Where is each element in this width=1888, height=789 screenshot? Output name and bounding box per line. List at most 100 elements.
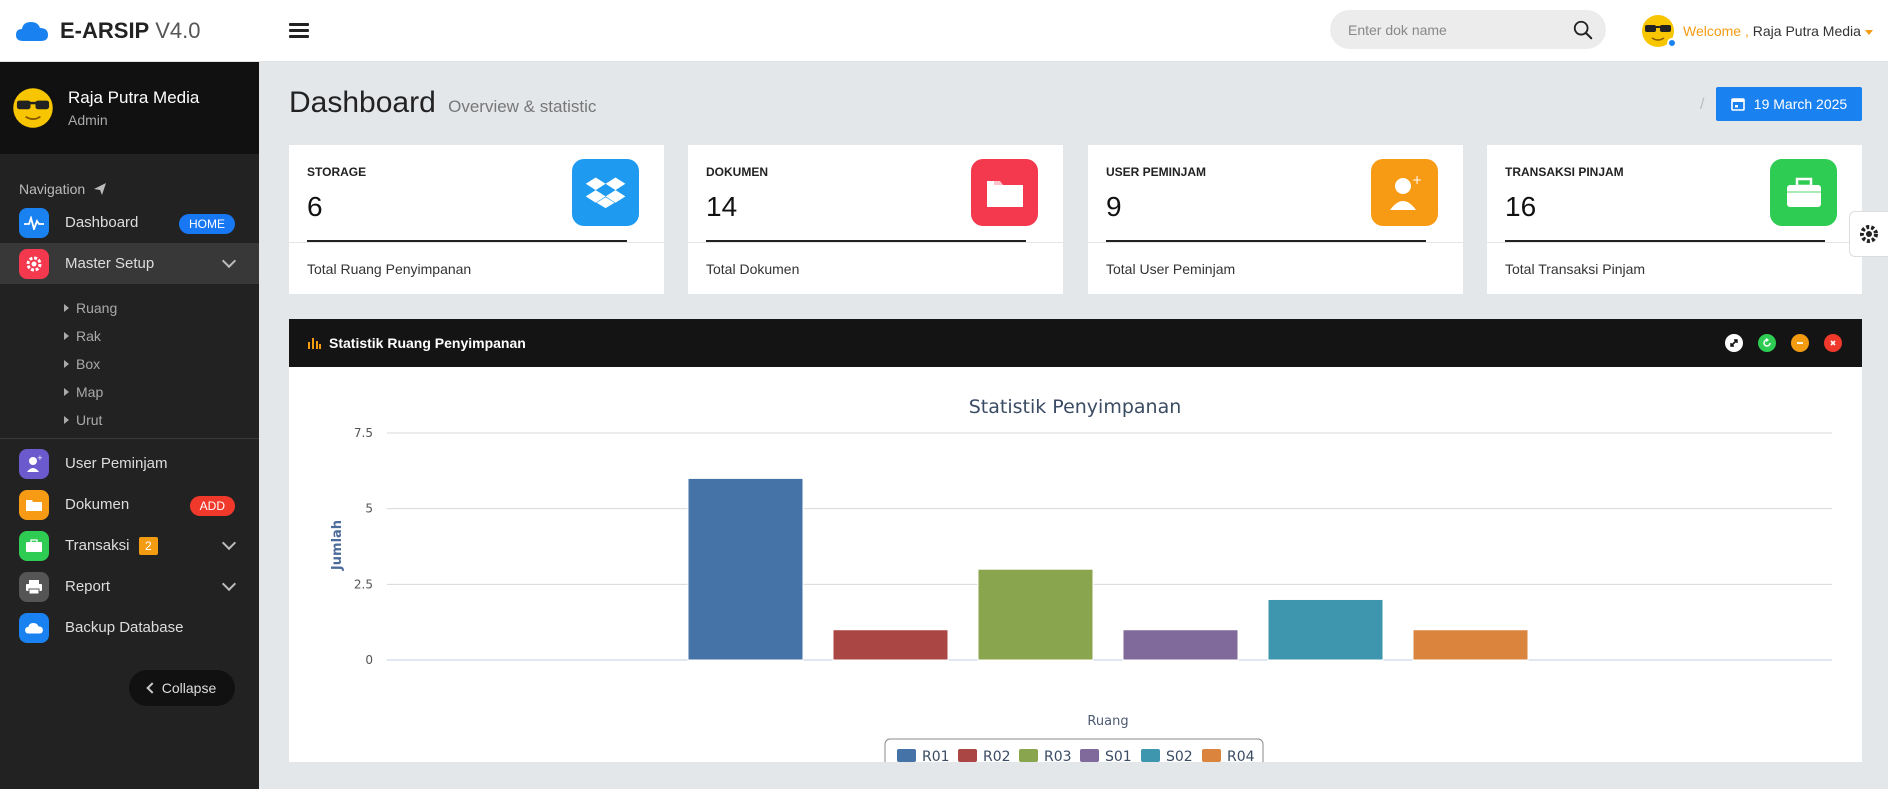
search-box (1330, 10, 1606, 49)
sidebar-subitem-ruang[interactable]: Ruang (0, 294, 259, 322)
stat-card-storage: STORAGE 6 Total Ruang Penyimpanan (289, 145, 664, 294)
gear-icon (1860, 225, 1878, 243)
profile-role: Admin (68, 112, 108, 128)
bar-r04[interactable] (1412, 629, 1529, 661)
bar-s01[interactable] (1122, 629, 1239, 661)
gear-icon (19, 248, 49, 279)
panel-tools (1725, 334, 1842, 352)
page-title: Dashboard Overview & statistic (289, 86, 597, 119)
folder-open-icon (971, 159, 1038, 226)
stat-value: 14 (706, 191, 738, 222)
bar-r03[interactable] (977, 568, 1094, 661)
user-add-icon: + (19, 448, 49, 479)
legend-label[interactable]: S01 (1105, 749, 1132, 762)
stat-card-user-peminjam: USER PEMINJAM 9 Total User Peminjam + (1088, 145, 1463, 294)
master-setup-submenu: Ruang Rak Box Map Urut (0, 284, 259, 439)
sidebar-item-dokumen[interactable]: Dokumen ADD (0, 484, 259, 525)
chart-legend (884, 738, 1264, 762)
transaksi-count-badge: 2 (139, 537, 158, 555)
legend-label[interactable]: R03 (1044, 749, 1072, 762)
legend-label[interactable]: S02 (1166, 749, 1193, 762)
home-badge: HOME (179, 214, 235, 234)
y-tick-label: 2.5 (354, 577, 373, 591)
sidebar-item-master-setup[interactable]: Master Setup (0, 243, 259, 284)
sidebar-item-label: Dokumen (65, 496, 130, 513)
bar-chart: Statistik Penyimpanan 0 2.5 5 7.5 Ruang Jum… (330, 396, 1832, 762)
reload-icon[interactable] (1758, 334, 1776, 352)
brand[interactable]: E-ARSIP V4.0 (0, 18, 259, 44)
cloud-icon (19, 612, 49, 643)
sidebar-item-label: Backup Database (65, 619, 184, 636)
chevron-left-icon (146, 682, 158, 694)
add-badge: ADD (189, 496, 235, 516)
online-status-icon (1667, 38, 1677, 48)
close-icon[interactable] (1824, 334, 1842, 352)
briefcase-icon (1770, 159, 1837, 226)
paper-plane-icon (94, 183, 107, 195)
chart-panel: Statistik Ruang Penyimpanan Statistik Pe… (289, 319, 1862, 762)
printer-icon (19, 571, 49, 602)
stat-footer: Total Dokumen (688, 242, 1063, 294)
y-axis-label: Jumlah (330, 520, 345, 571)
legend-swatch (1080, 749, 1099, 762)
panel-title: Statistik Ruang Penyimpanan (329, 335, 526, 351)
legend-label[interactable]: R02 (983, 749, 1011, 762)
caret-right-icon (64, 304, 69, 312)
breadcrumb-divider: / (1700, 96, 1705, 113)
sidebar-subitem-urut[interactable]: Urut (0, 406, 259, 434)
bar-chart-icon (308, 338, 321, 349)
y-tick-label: 0 (365, 653, 373, 667)
cloud-logo-icon (16, 21, 48, 41)
sidebar-item-transaksi[interactable]: Transaksi 2 (0, 525, 259, 566)
collapse-button[interactable]: Collapse (129, 670, 235, 706)
menu-toggle-icon[interactable] (289, 20, 309, 41)
expand-icon[interactable] (1725, 334, 1743, 352)
sidebar-item-backup-database[interactable]: Backup Database (0, 607, 259, 648)
date-button[interactable]: 19 March 2025 (1716, 87, 1862, 121)
sunglasses-avatar-icon (13, 88, 53, 128)
x-axis-label: Ruang (1087, 714, 1128, 729)
sidebar-item-report[interactable]: Report (0, 566, 259, 607)
sidebar-subitem-box[interactable]: Box (0, 350, 259, 378)
stat-label: USER PEMINJAM (1106, 165, 1207, 179)
stat-footer: Total Ruang Penyimpanan (289, 242, 664, 294)
user-add-icon: + (1371, 159, 1438, 226)
stat-value: 16 (1505, 191, 1537, 222)
bar-r01[interactable] (687, 477, 804, 661)
stat-label: STORAGE (307, 165, 367, 179)
calendar-icon (1730, 98, 1745, 111)
sidebar-subitem-map[interactable]: Map (0, 378, 259, 406)
stat-footer: Total Transaksi Pinjam (1487, 242, 1862, 294)
legend-label[interactable]: R04 (1227, 749, 1255, 762)
sidebar-item-label: User Peminjam (65, 455, 168, 472)
sidebar-item-dashboard[interactable]: Dashboard HOME (0, 202, 259, 243)
legend-swatch (897, 749, 916, 762)
y-tick-label: 5 (365, 502, 373, 516)
page-subtitle: Overview & statistic (448, 97, 597, 116)
sidebar-subitem-rak[interactable]: Rak (0, 322, 259, 350)
stat-value: 9 (1106, 191, 1122, 222)
caret-right-icon (64, 388, 69, 396)
settings-gear-button[interactable] (1849, 211, 1888, 257)
nav-title: Navigation (0, 154, 259, 202)
folder-icon (19, 489, 49, 520)
legend-label[interactable]: R01 (922, 749, 950, 762)
caret-right-icon (64, 360, 69, 368)
user-menu[interactable]: Welcome , Raja Putra Media (1641, 14, 1873, 48)
minimize-icon[interactable] (1791, 334, 1809, 352)
bar-s02[interactable] (1267, 598, 1384, 661)
search-icon[interactable] (1572, 19, 1594, 41)
bar-r02[interactable] (832, 629, 949, 661)
sidebar-item-user-peminjam[interactable]: + User Peminjam (0, 443, 259, 484)
sidebar: Raja Putra Media Admin Navigation Dashbo… (0, 62, 259, 789)
legend-swatch (958, 749, 977, 762)
chevron-down-icon (221, 576, 237, 592)
avatar (1641, 14, 1677, 48)
legend-swatch (1141, 749, 1160, 762)
chevron-down-icon (221, 535, 237, 551)
panel-header: Statistik Ruang Penyimpanan (289, 319, 1862, 367)
stat-label: TRANSAKSI PINJAM (1505, 165, 1624, 179)
stat-card-dokumen: DOKUMEN 14 Total Dokumen (688, 145, 1063, 294)
search-input[interactable] (1348, 21, 1572, 38)
